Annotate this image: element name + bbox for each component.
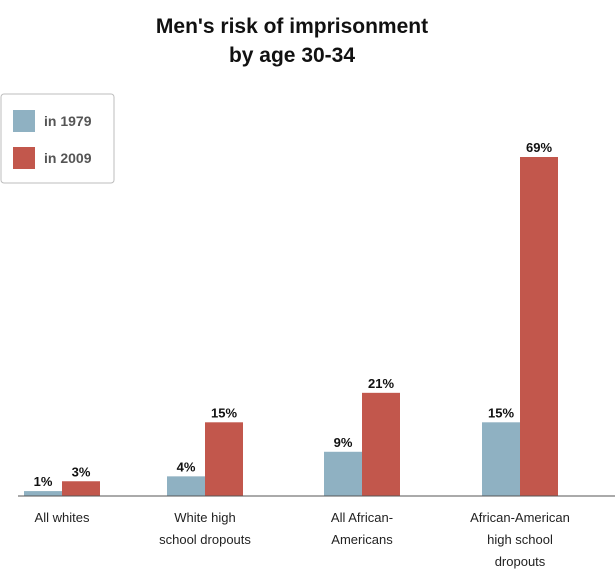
category-label-3-line-2: dropouts xyxy=(495,554,546,569)
bar-2009-0 xyxy=(62,481,100,496)
category-labels: All whites White high school dropouts All A… xyxy=(35,510,570,569)
legend-box xyxy=(0,93,115,184)
value-labels: 1% 3% 4% 15% 9% 21% 15% 69% xyxy=(34,140,553,489)
legend: in 1979 in 2009 xyxy=(0,93,115,184)
bar-1979-3 xyxy=(482,422,520,496)
legend-label-1979: in 1979 xyxy=(44,113,92,129)
bar-2009-1 xyxy=(205,422,243,496)
category-label-2-line-1: Americans xyxy=(331,532,393,547)
category-label-2-line-0: All African- xyxy=(331,510,393,525)
value-label-2009-2: 21% xyxy=(368,376,394,391)
value-label-1979-0: 1% xyxy=(34,474,53,489)
chart-title-line-1: Men's risk of imprisonment xyxy=(156,15,428,38)
bars xyxy=(24,157,558,496)
value-label-2009-1: 15% xyxy=(211,405,237,420)
value-label-1979-3: 15% xyxy=(488,405,514,420)
bar-2009-2 xyxy=(362,392,400,496)
legend-label-2009: in 2009 xyxy=(44,150,92,166)
bar-2009-3 xyxy=(520,157,558,496)
category-label-1-line-1: school dropouts xyxy=(159,532,251,547)
category-label-3-line-1: high school xyxy=(487,532,553,547)
legend-swatch-2009 xyxy=(13,147,35,169)
value-label-1979-2: 9% xyxy=(334,435,353,450)
bar-1979-2 xyxy=(324,451,362,496)
value-label-1979-1: 4% xyxy=(177,459,196,474)
value-label-2009-0: 3% xyxy=(72,464,91,479)
category-label-3-line-0: African-American xyxy=(470,510,570,525)
chart-title-line-2: by age 30-34 xyxy=(229,44,355,67)
category-label-0-line-0: All whites xyxy=(35,510,90,525)
bar-1979-1 xyxy=(167,476,205,496)
value-label-2009-3: 69% xyxy=(526,140,552,155)
legend-swatch-1979 xyxy=(13,110,35,132)
category-label-1-line-0: White high xyxy=(174,510,235,525)
bar-1979-0 xyxy=(24,491,62,496)
